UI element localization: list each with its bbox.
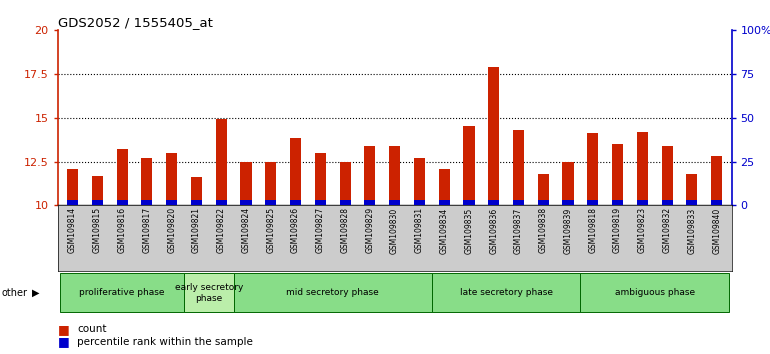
Bar: [290, 200, 301, 205]
Text: GSM109824: GSM109824: [242, 207, 250, 253]
Text: GSM109836: GSM109836: [489, 207, 498, 253]
Bar: [537, 174, 549, 200]
Bar: [588, 133, 598, 200]
Text: GSM109840: GSM109840: [712, 207, 721, 253]
Text: GSM109820: GSM109820: [167, 207, 176, 253]
Text: late secretory phase: late secretory phase: [460, 289, 553, 297]
Bar: [588, 200, 598, 205]
Text: GSM109835: GSM109835: [464, 207, 474, 253]
Bar: [216, 119, 227, 200]
Bar: [537, 200, 549, 205]
Text: proliferative phase: proliferative phase: [79, 289, 165, 297]
FancyBboxPatch shape: [432, 273, 581, 313]
Bar: [340, 200, 350, 205]
Text: GSM109828: GSM109828: [340, 207, 350, 253]
Bar: [216, 200, 227, 205]
Text: ■: ■: [58, 323, 69, 336]
Bar: [612, 144, 623, 200]
Bar: [661, 200, 673, 205]
Text: GSM109829: GSM109829: [365, 207, 374, 253]
Bar: [686, 200, 698, 205]
Bar: [637, 200, 648, 205]
Text: GSM109839: GSM109839: [564, 207, 573, 253]
Text: GSM109830: GSM109830: [390, 207, 399, 253]
Bar: [612, 200, 623, 205]
Text: ambiguous phase: ambiguous phase: [614, 289, 695, 297]
Bar: [562, 161, 574, 200]
Text: other: other: [2, 288, 28, 298]
Text: mid secretory phase: mid secretory phase: [286, 289, 379, 297]
Bar: [439, 200, 450, 205]
Text: ■: ■: [58, 335, 69, 348]
Text: GSM109838: GSM109838: [539, 207, 547, 253]
Text: GSM109837: GSM109837: [514, 207, 523, 253]
Bar: [439, 169, 450, 200]
Bar: [92, 200, 103, 205]
Text: GSM109831: GSM109831: [415, 207, 424, 253]
Text: GSM109821: GSM109821: [192, 207, 201, 253]
Text: GSM109814: GSM109814: [68, 207, 77, 253]
Bar: [488, 67, 499, 200]
Bar: [92, 176, 103, 200]
Text: GSM109816: GSM109816: [118, 207, 126, 253]
Text: GSM109823: GSM109823: [638, 207, 647, 253]
Bar: [711, 200, 722, 205]
Bar: [315, 200, 326, 205]
Text: early secretory
phase: early secretory phase: [175, 283, 243, 303]
Bar: [67, 169, 79, 200]
Text: GSM109815: GSM109815: [93, 207, 102, 253]
Bar: [364, 200, 376, 205]
Text: GSM109826: GSM109826: [291, 207, 300, 253]
Text: GSM109832: GSM109832: [663, 207, 671, 253]
Bar: [116, 149, 128, 200]
Bar: [686, 174, 698, 200]
Bar: [166, 153, 177, 200]
Bar: [315, 153, 326, 200]
Bar: [142, 158, 152, 200]
Bar: [389, 146, 400, 200]
Bar: [488, 200, 499, 205]
Text: ▶: ▶: [32, 288, 40, 298]
Bar: [142, 200, 152, 205]
Bar: [364, 146, 376, 200]
Bar: [464, 200, 474, 205]
Bar: [240, 200, 252, 205]
Bar: [513, 130, 524, 200]
Text: GSM109817: GSM109817: [142, 207, 152, 253]
Text: GDS2052 / 1555405_at: GDS2052 / 1555405_at: [58, 16, 213, 29]
Text: GSM109818: GSM109818: [588, 207, 598, 253]
Text: GSM109819: GSM109819: [613, 207, 622, 253]
Bar: [562, 200, 574, 205]
Bar: [116, 200, 128, 205]
Bar: [240, 161, 252, 200]
Bar: [191, 177, 202, 200]
FancyBboxPatch shape: [233, 273, 432, 313]
Bar: [340, 161, 350, 200]
Bar: [661, 146, 673, 200]
Bar: [265, 161, 276, 200]
Text: GSM109834: GSM109834: [440, 207, 449, 253]
Bar: [711, 156, 722, 200]
Text: GSM109833: GSM109833: [688, 207, 696, 253]
Text: percentile rank within the sample: percentile rank within the sample: [77, 337, 253, 347]
Bar: [265, 200, 276, 205]
Bar: [413, 158, 425, 200]
Bar: [166, 200, 177, 205]
Text: GSM109825: GSM109825: [266, 207, 275, 253]
Text: GSM109822: GSM109822: [216, 207, 226, 253]
FancyBboxPatch shape: [581, 273, 729, 313]
Bar: [67, 200, 79, 205]
Bar: [464, 126, 474, 200]
Text: GSM109827: GSM109827: [316, 207, 325, 253]
FancyBboxPatch shape: [184, 273, 233, 313]
Text: count: count: [77, 324, 106, 334]
Bar: [290, 138, 301, 200]
Bar: [191, 200, 202, 205]
Bar: [637, 132, 648, 200]
Bar: [413, 200, 425, 205]
Bar: [513, 200, 524, 205]
Bar: [389, 200, 400, 205]
FancyBboxPatch shape: [60, 273, 184, 313]
